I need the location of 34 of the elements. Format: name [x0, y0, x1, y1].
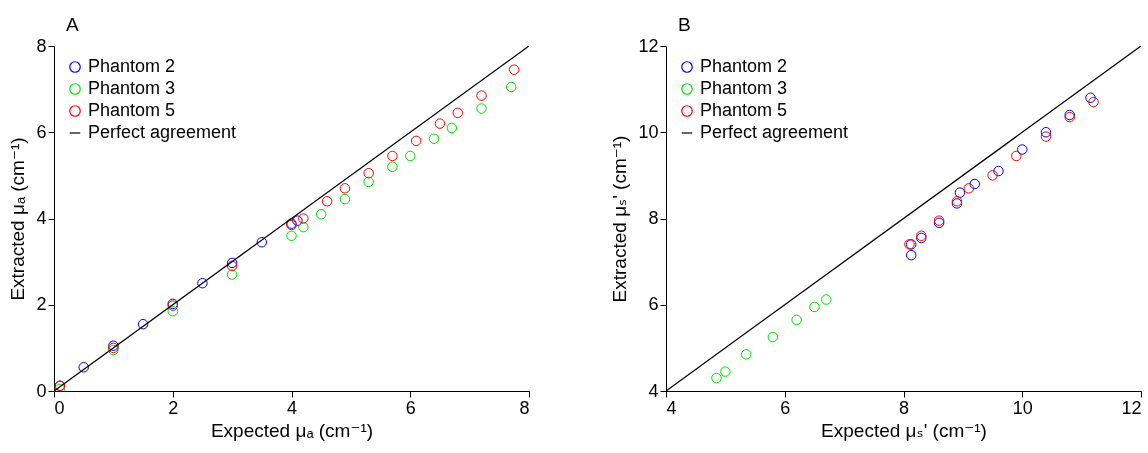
y-tick-label: 4 [648, 380, 659, 401]
y-tick-label: 4 [36, 208, 47, 228]
y-tick-label: 2 [36, 294, 47, 315]
x-tick-label: 4 [286, 397, 298, 418]
x-tick-label: 12 [1121, 397, 1142, 418]
x-axis-title: Expected μₐ (cm⁻¹) [210, 419, 374, 441]
chart-title: B [678, 14, 691, 35]
legend-label: Phantom 3 [88, 78, 176, 98]
y-tick-label: 6 [648, 294, 659, 315]
y-axis-title: Extracted μₐ (cm⁻¹) [7, 137, 29, 301]
x-tick-label: 4 [666, 397, 677, 418]
y-tick-label: 0 [36, 380, 47, 401]
legend-label: Perfect agreement [88, 122, 237, 142]
legend-label: Phantom 5 [700, 100, 788, 120]
x-tick-label: 8 [898, 397, 910, 418]
chart-title: A [66, 14, 79, 35]
legend-label: Perfect agreement [700, 122, 849, 142]
y-tick-label: 10 [638, 121, 659, 142]
y-tick-label: 12 [638, 35, 659, 56]
legend-label: Phantom 2 [88, 56, 176, 76]
x-tick-label: 8 [519, 397, 530, 418]
x-tick-label: 6 [405, 397, 416, 418]
x-tick-label: 0 [54, 397, 65, 418]
legend-label: Phantom 5 [88, 100, 176, 120]
legend-label: Phantom 3 [700, 78, 788, 98]
x-tick-label: 6 [780, 397, 791, 418]
x-axis-title: Expected μₛ' (cm⁻¹) [821, 419, 987, 441]
y-tick-label: 8 [36, 35, 47, 56]
x-tick-label: 10 [1012, 397, 1033, 418]
y-axis-title: Extracted μₛ' (cm⁻¹) [609, 135, 631, 303]
legend-label: Phantom 2 [700, 56, 788, 76]
y-tick-label: 8 [648, 208, 659, 228]
y-tick-label: 6 [36, 121, 47, 142]
x-tick-label: 2 [168, 397, 179, 418]
